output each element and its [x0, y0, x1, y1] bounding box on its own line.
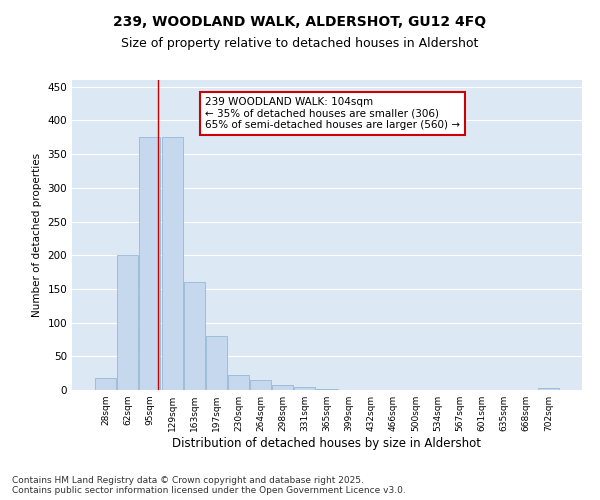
- Bar: [538, 388, 559, 390]
- Bar: [206, 336, 227, 390]
- Text: Contains HM Land Registry data © Crown copyright and database right 2025.
Contai: Contains HM Land Registry data © Crown c…: [12, 476, 406, 495]
- X-axis label: Distribution of detached houses by size in Aldershot: Distribution of detached houses by size …: [173, 437, 482, 450]
- Bar: [250, 380, 271, 390]
- Bar: [161, 138, 182, 390]
- Bar: [139, 138, 160, 390]
- Bar: [272, 386, 293, 390]
- Text: 239, WOODLAND WALK, ALDERSHOT, GU12 4FQ: 239, WOODLAND WALK, ALDERSHOT, GU12 4FQ: [113, 15, 487, 29]
- Bar: [184, 282, 205, 390]
- Bar: [95, 378, 116, 390]
- Y-axis label: Number of detached properties: Number of detached properties: [32, 153, 42, 317]
- Bar: [295, 388, 316, 390]
- Bar: [228, 375, 249, 390]
- Bar: [118, 255, 139, 390]
- Text: 239 WOODLAND WALK: 104sqm
← 35% of detached houses are smaller (306)
65% of semi: 239 WOODLAND WALK: 104sqm ← 35% of detac…: [205, 97, 460, 130]
- Text: Size of property relative to detached houses in Aldershot: Size of property relative to detached ho…: [121, 38, 479, 51]
